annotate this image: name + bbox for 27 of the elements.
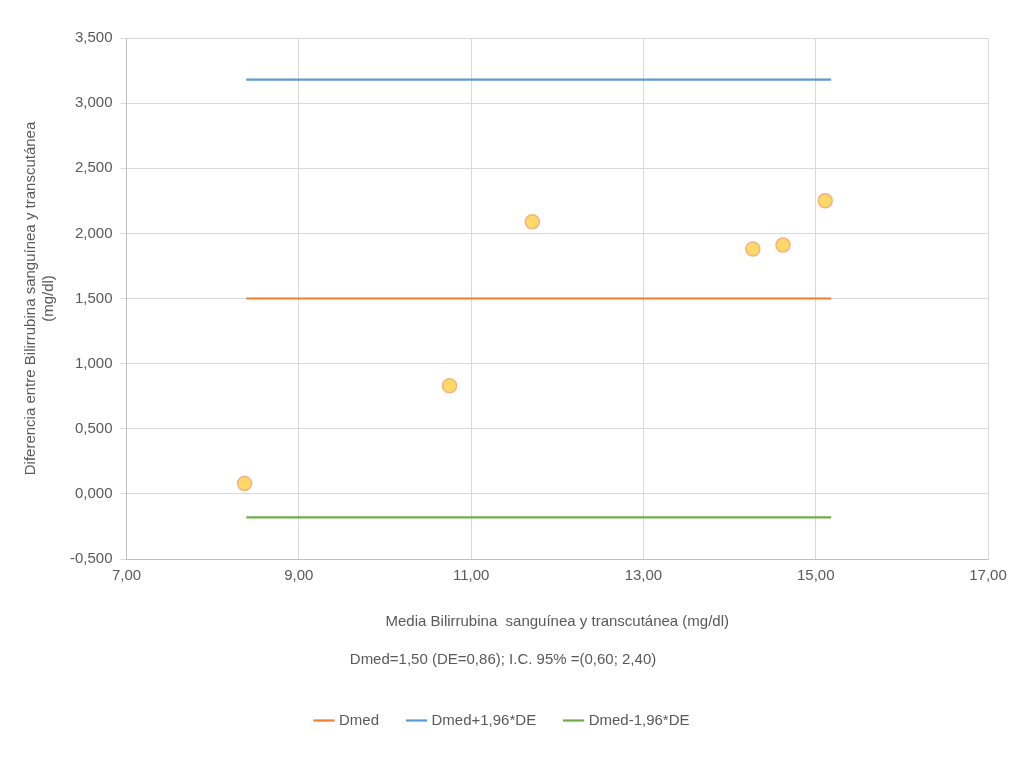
y-tick-label: 0,000 [74,484,113,502]
legend-label: Dmed [338,710,379,728]
y-tick-label: 3,500 [74,28,113,46]
y-axis-title: Diferencia entre Bilirrubina sanguínea y transcutánea (mg/dl) [21,121,57,476]
text: Dmed=1,50 (DE=0,86); I.C. 95% =(0,60; 2,40) [349,650,657,668]
y-tick-label: 2,500 [74,158,113,176]
legend-label: Dmed+1,96*DE [431,710,537,728]
x-tick-label: 7,00 [111,566,142,584]
point [441,378,458,394]
y-tick-label: 3,000 [74,93,113,111]
y-tick-label: 1,000 [74,353,113,371]
point [817,193,833,209]
point [775,237,791,253]
x-tick-label: 11,00 [452,566,490,584]
y-tick-label: 0,500 [74,418,113,436]
y-tick-label: 1,500 [74,288,113,306]
legend-label: Dmed-1,96*DE [588,710,690,728]
point [236,475,253,492]
x-tick-label: 17,00 [969,566,1007,584]
point [524,213,541,230]
point [745,241,761,257]
x-axis-title: Media Bilirrubina sanguínea y transcutánea (mg/dl) [385,612,730,630]
x-tick-label: 13,00 [624,566,663,584]
y-tick-label: 2,000 [74,223,113,241]
x-tick-label: 9,00 [284,566,314,584]
x-tick-label: 15,00 [796,566,835,584]
y-tick-label: -0,500 [69,549,113,567]
